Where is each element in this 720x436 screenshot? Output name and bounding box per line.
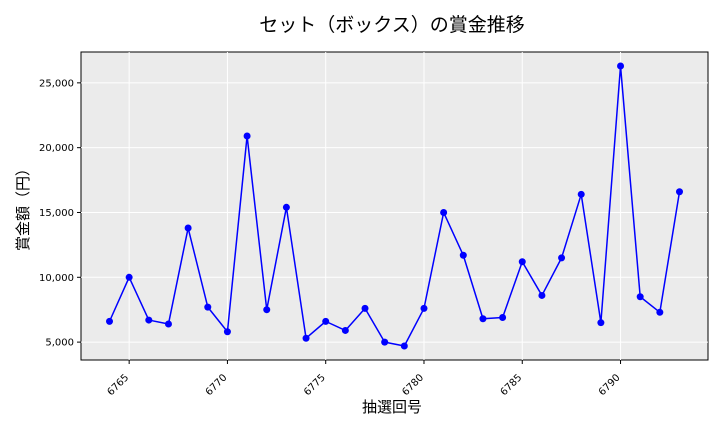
x-tick-label: 6790	[597, 372, 623, 398]
data-point	[204, 303, 212, 311]
data-point	[636, 293, 644, 301]
data-point	[282, 203, 290, 211]
data-point	[145, 316, 153, 324]
y-axis-title: 賞金額（円）	[14, 161, 32, 251]
grid	[81, 52, 708, 360]
data-point	[499, 313, 507, 321]
y-tick-label: 25,000	[39, 78, 74, 89]
plot-area	[80, 51, 709, 361]
data-point	[263, 306, 271, 314]
data-point	[223, 328, 231, 336]
data-point	[322, 317, 330, 325]
series-layer	[106, 62, 683, 350]
x-axis-title: 抽選回号	[362, 398, 422, 416]
data-point	[676, 188, 683, 196]
data-point	[577, 190, 585, 198]
x-tick-label: 6780	[400, 372, 426, 398]
x-tick-label: 6765	[106, 372, 132, 398]
data-point	[361, 304, 369, 312]
y-tick-label: 10,000	[39, 273, 74, 284]
data-point	[302, 334, 310, 342]
data-point	[440, 208, 448, 216]
data-point	[125, 273, 133, 281]
data-point	[558, 254, 566, 262]
data-point	[243, 132, 251, 140]
data-point	[420, 304, 428, 312]
x-tick-label: 6775	[302, 372, 328, 398]
data-point	[459, 251, 467, 259]
data-point	[106, 317, 113, 325]
y-tick-label: 20,000	[39, 143, 74, 154]
data-point	[381, 338, 389, 346]
data-point	[518, 258, 526, 266]
x-tick-label: 6785	[499, 372, 525, 398]
data-point	[164, 320, 172, 328]
data-point	[617, 62, 625, 70]
data-point	[597, 319, 605, 327]
chart-title: セット（ボックス）の賞金推移	[259, 14, 524, 36]
y-tick-label: 5,000	[45, 338, 74, 349]
data-point	[479, 315, 487, 323]
y-tick-label: 15,000	[39, 208, 74, 219]
data-point	[538, 291, 546, 299]
data-point	[341, 326, 349, 334]
series-line	[108, 65, 681, 347]
x-tick-label: 6770	[204, 372, 230, 398]
data-point	[400, 342, 408, 350]
data-point	[656, 308, 664, 316]
data-point	[184, 224, 192, 232]
